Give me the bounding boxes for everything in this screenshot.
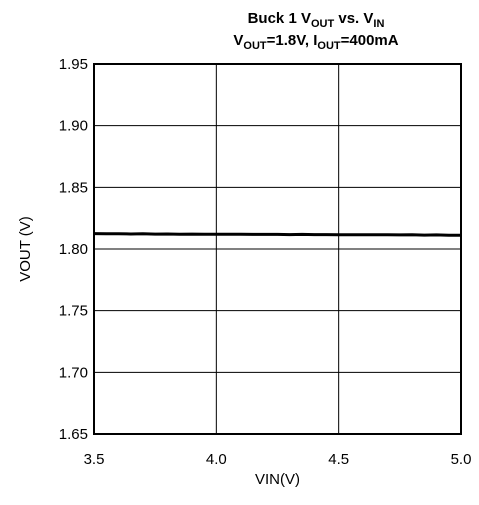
y-axis-label: VOUT (V) bbox=[17, 216, 34, 282]
series-line bbox=[93, 232, 461, 237]
grid-layer bbox=[94, 64, 461, 434]
chart-title-line2: VOUT=1.8V, IOUT=400mA bbox=[233, 32, 398, 52]
x-tick-label: 3.5 bbox=[84, 451, 105, 468]
plot-frame bbox=[93, 63, 462, 435]
y-tick-label: 1.85 bbox=[59, 179, 88, 196]
series-layer bbox=[93, 232, 461, 237]
y-tick-label: 1.70 bbox=[59, 364, 88, 381]
chart-title-line1: Buck 1 VOUT vs. VIN bbox=[248, 10, 385, 30]
y-tick-label: 1.75 bbox=[59, 303, 88, 320]
y-tick-label: 1.80 bbox=[59, 241, 88, 258]
x-tick-label: 4.0 bbox=[206, 451, 227, 468]
tick-layer: 3.5 4.0 4.5 5.0 1.95 1.90 1.85 1.80 1.75 1.70 1.65 bbox=[59, 56, 472, 468]
x-axis-label: VIN(V) bbox=[255, 471, 300, 488]
x-tick-label: 4.5 bbox=[328, 451, 349, 468]
y-tick-label: 1.65 bbox=[59, 426, 88, 443]
x-tick-label: 5.0 bbox=[451, 451, 472, 468]
y-tick-label: 1.90 bbox=[59, 118, 88, 135]
y-tick-label: 1.95 bbox=[59, 56, 88, 73]
